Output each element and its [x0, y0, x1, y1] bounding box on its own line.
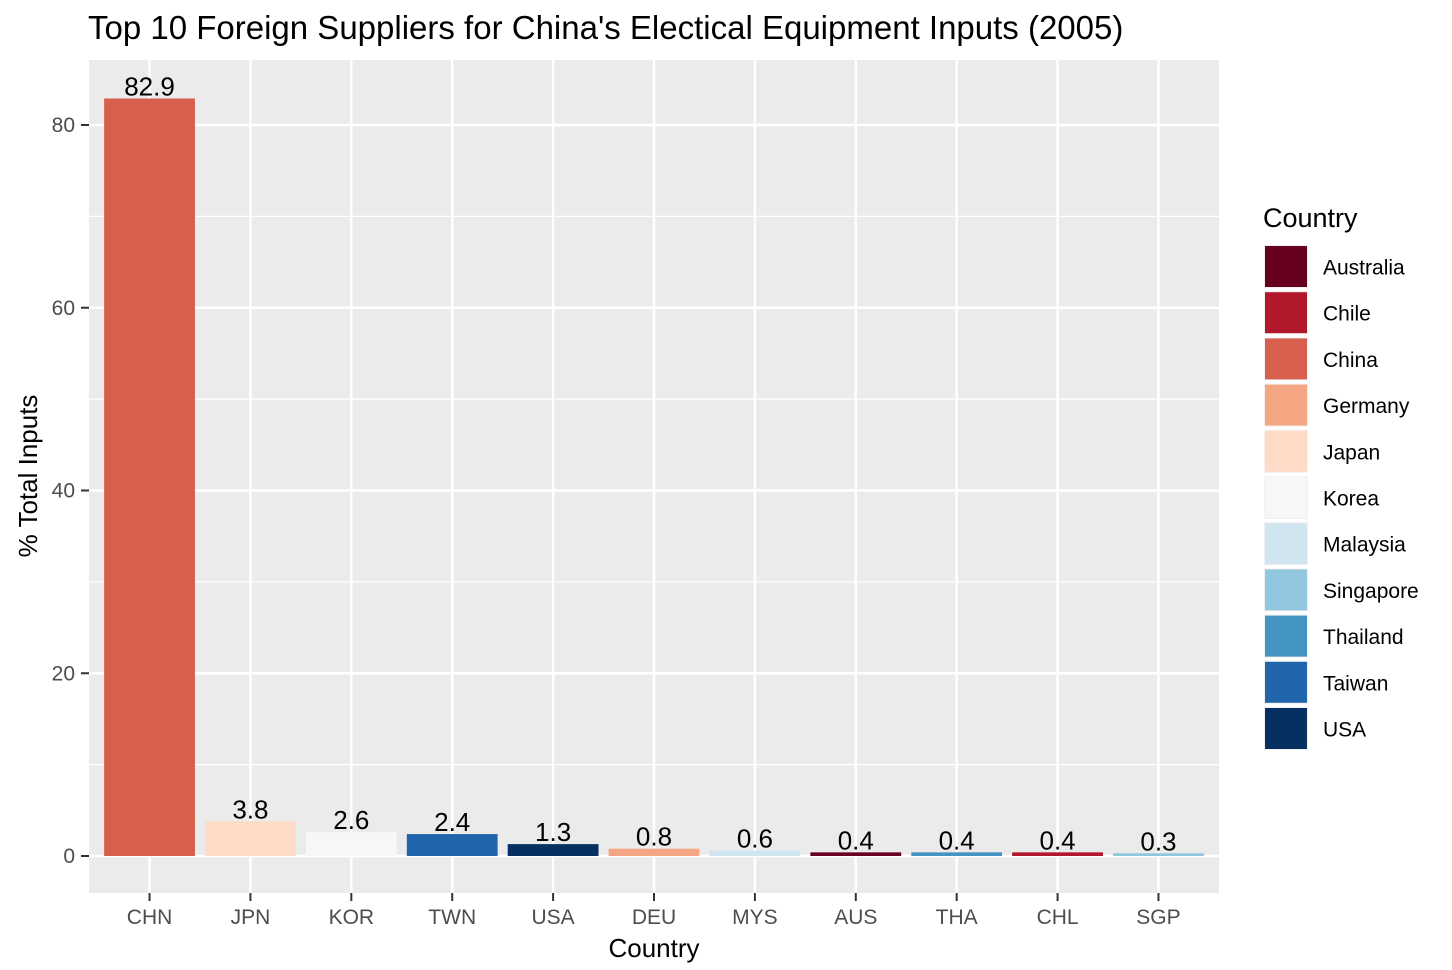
data-label-chl: 0.4	[1039, 825, 1075, 855]
legend-swatch-taiwan	[1265, 661, 1307, 703]
bar-usa	[507, 844, 599, 856]
legend-swatch-usa	[1265, 708, 1307, 749]
legend-label-australia: Australia	[1323, 257, 1405, 280]
x-tick-label-sgp: SGP	[1136, 906, 1180, 929]
bar-sgp	[1113, 853, 1204, 856]
legend-label-taiwan: Taiwan	[1323, 672, 1388, 695]
y-tick-label: 80	[52, 114, 75, 137]
legend-swatch-germany	[1265, 384, 1307, 426]
x-tick-label-kor: KOR	[329, 906, 375, 929]
legend-swatch-thailand	[1265, 615, 1307, 657]
bar-chn	[104, 98, 195, 857]
bar-chl	[1012, 852, 1103, 856]
x-tick-label-chn: CHN	[127, 906, 173, 929]
y-tick-label: 20	[52, 662, 75, 685]
legend-swatch-japan	[1265, 430, 1307, 472]
x-tick-label-jpn: JPN	[231, 906, 271, 929]
legend-swatch-singapore	[1265, 569, 1307, 611]
data-label-tha: 0.4	[939, 825, 975, 855]
data-labels: 82.9 3.8 2.6 2.4 1.3 0.8 0.6 0.4 0.4 0.4 0.3	[124, 72, 1176, 857]
data-label-aus: 0.4	[838, 825, 874, 855]
bars	[104, 98, 1204, 857]
x-tick-label-deu: DEU	[632, 906, 676, 929]
y-tick-label: 40	[52, 480, 75, 503]
x-tick-label-aus: AUS	[834, 906, 877, 929]
legend-label-china: China	[1323, 349, 1378, 372]
y-tick-label: 60	[52, 297, 75, 320]
bar-aus	[810, 852, 902, 856]
data-label-usa: 1.3	[535, 817, 571, 847]
legend-label-korea: Korea	[1323, 488, 1379, 511]
legend: Country Australia Chile China Germany Japan K…	[1263, 203, 1419, 750]
legend-label-malaysia: Malaysia	[1323, 534, 1406, 557]
legend-swatch-china	[1265, 338, 1307, 380]
y-axis-title: % Total Inputs	[13, 395, 43, 558]
bar-deu	[608, 848, 700, 856]
legend-swatch-korea	[1265, 477, 1307, 518]
legend-swatch-australia	[1265, 246, 1307, 287]
legend-label-japan: Japan	[1323, 441, 1380, 464]
x-tick-label-tha: THA	[936, 906, 978, 929]
legend-label-chile: Chile	[1323, 303, 1371, 326]
legend-label-thailand: Thailand	[1323, 626, 1404, 649]
x-tick-label-usa: USA	[532, 906, 575, 929]
y-tick-label: 0	[63, 845, 75, 868]
data-label-sgp: 0.3	[1140, 826, 1176, 856]
legend-swatch-malaysia	[1265, 523, 1307, 565]
bar-twn	[406, 834, 498, 856]
bar-kor	[305, 832, 397, 856]
x-axis-title: Country	[608, 933, 699, 963]
legend-title: Country	[1263, 203, 1358, 233]
data-label-twn: 2.4	[434, 807, 470, 837]
data-label-deu: 0.8	[636, 822, 672, 852]
bar-tha	[911, 852, 1003, 856]
legend-swatch-chile	[1265, 292, 1307, 334]
legend-label-germany: Germany	[1323, 395, 1410, 418]
x-axis: CHN JPN KOR TWN USA DEU MYS AUS THA CHL SGP	[127, 893, 1181, 929]
data-label-kor: 2.6	[333, 805, 369, 835]
data-label-jpn: 3.8	[232, 794, 268, 824]
x-tick-label-chl: CHL	[1037, 906, 1079, 929]
chart-title: Top 10 Foreign Suppliers for China's Ele…	[88, 9, 1123, 46]
legend-label-usa: USA	[1323, 719, 1366, 742]
bar-mys	[709, 850, 801, 856]
x-tick-label-mys: MYS	[732, 906, 778, 929]
data-label-mys: 0.6	[737, 824, 773, 854]
legend-label-singapore: Singapore	[1323, 580, 1419, 603]
bar-jpn	[205, 821, 296, 856]
x-tick-label-twn: TWN	[428, 906, 476, 929]
data-label-chn: 82.9	[124, 72, 175, 102]
y-axis: 0 20 40 60 80	[52, 114, 89, 868]
